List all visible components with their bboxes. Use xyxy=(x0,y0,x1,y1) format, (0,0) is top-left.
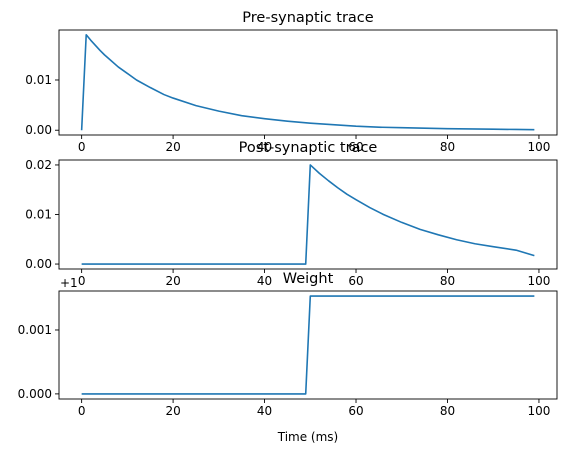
y-tick-label: 0.00 xyxy=(25,123,52,137)
y-tick-label: 0.01 xyxy=(25,73,52,87)
series-line xyxy=(81,295,535,395)
panel-title: Post-synaptic trace xyxy=(239,140,378,156)
x-tick-label: 40 xyxy=(257,404,272,418)
x-tick-label: 80 xyxy=(440,404,455,418)
x-tick-label: 60 xyxy=(348,140,363,154)
panel-weight: Weight +1 0 20 40 60 80 100 0.000 0.001 Time (m… xyxy=(18,271,558,444)
x-tick-label: 40 xyxy=(257,274,272,288)
panel-post-synaptic: Post-synaptic trace 0 20 40 60 80 100 0.00 0.01… xyxy=(25,140,558,288)
y-offset-label: +1 xyxy=(60,276,78,290)
x-tick-label: 0 xyxy=(78,140,86,154)
x-tick-label: 0 xyxy=(78,274,86,288)
x-tick-label: 80 xyxy=(440,274,455,288)
series-line xyxy=(80,33,535,131)
plot-area: 0 20 40 60 80 100 0.000 0.001 xyxy=(18,295,550,418)
x-axis-label: Time (ms) xyxy=(277,430,339,444)
panel-title: Weight xyxy=(283,271,334,287)
axes-frame xyxy=(58,290,558,400)
x-tick-label: 80 xyxy=(440,140,455,154)
x-tick-label: 60 xyxy=(348,274,363,288)
y-tick-label: 0.01 xyxy=(25,208,52,222)
x-tick-label: 0 xyxy=(78,404,86,418)
x-tick-label: 100 xyxy=(527,404,550,418)
y-tick-label: 0.000 xyxy=(18,387,52,401)
axes-frame xyxy=(58,159,558,270)
x-tick-label: 60 xyxy=(348,404,363,418)
y-tick-label: 0.00 xyxy=(25,257,52,271)
plot-area: 0 20 40 60 80 100 0.00 0.01 xyxy=(25,33,550,154)
x-tick-label: 20 xyxy=(165,274,180,288)
x-tick-label: 20 xyxy=(165,404,180,418)
y-tick-label: 0.02 xyxy=(25,158,52,172)
y-tick-label: 0.001 xyxy=(18,323,52,337)
plot-area: 0 20 40 60 80 100 0.00 0.01 0.02 xyxy=(25,158,550,288)
panel-title: Pre-synaptic trace xyxy=(242,10,373,26)
x-tick-label: 20 xyxy=(165,140,180,154)
series-line xyxy=(81,164,535,265)
axes-frame xyxy=(58,29,558,136)
x-tick-label: 40 xyxy=(257,140,272,154)
x-tick-label: 100 xyxy=(527,274,550,288)
panel-pre-synaptic: Pre-synaptic trace 0 20 40 60 80 100 0.00 0.01 xyxy=(25,10,558,154)
x-tick-label: 100 xyxy=(527,140,550,154)
